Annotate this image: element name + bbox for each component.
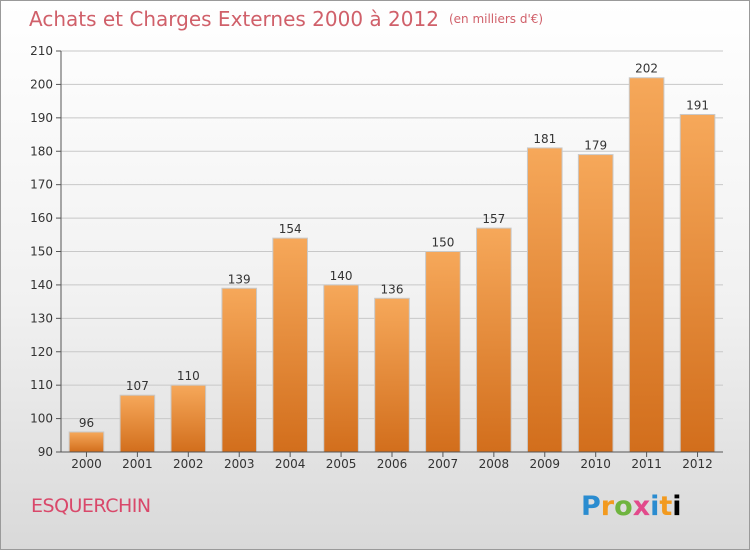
bar <box>323 284 359 453</box>
data-label: 181 <box>533 132 556 146</box>
logo-letter: i <box>650 491 660 522</box>
data-label: 157 <box>482 212 505 226</box>
logo-letter: i <box>672 491 682 522</box>
x-tick-label: 2002 <box>173 457 204 471</box>
chart-title: Achats et Charges Externes 2000 à 2012 (e… <box>29 7 543 31</box>
bar <box>272 237 308 453</box>
x-tick-label: 2003 <box>224 457 255 471</box>
logo-letter: t <box>659 491 673 522</box>
data-label: 179 <box>584 139 607 153</box>
y-tick-label: 110 <box>30 378 53 392</box>
logo-letter: o <box>614 491 633 522</box>
x-tick-label: 2008 <box>479 457 510 471</box>
bar <box>170 384 207 453</box>
logo-letter: P <box>581 491 601 522</box>
y-tick-label: 150 <box>30 245 53 259</box>
y-tick-label: 120 <box>30 345 53 359</box>
data-label: 191 <box>686 98 709 112</box>
chart-unit-label: (en milliers d'€) <box>448 12 544 26</box>
x-tick-label: 2005 <box>326 457 357 471</box>
bar <box>221 287 258 453</box>
commune-name: ESQUERCHIN <box>31 495 151 517</box>
x-tick-label: 2011 <box>631 457 662 471</box>
y-tick-label: 90 <box>38 445 53 459</box>
bar <box>526 147 563 453</box>
data-label: 202 <box>635 62 658 76</box>
data-labels: 96 107 110 139 154 140 136 150 157 181 179 202 191 <box>79 62 709 430</box>
data-label: 150 <box>431 236 454 250</box>
bar <box>119 394 156 453</box>
bars-group <box>68 77 716 453</box>
x-tick-label: 2010 <box>580 457 611 471</box>
data-label: 96 <box>79 416 94 430</box>
y-tick-label: 190 <box>30 111 53 125</box>
axes: 90 100 110 120 130 140 150 160 170 180 190 200 210 20… <box>30 44 723 471</box>
data-label: 154 <box>279 222 302 236</box>
y-tick-label: 200 <box>30 77 53 91</box>
data-label: 136 <box>381 282 404 296</box>
x-tick-label: 2000 <box>71 457 102 471</box>
x-tick-label: 2004 <box>275 457 306 471</box>
proxiti-logo[interactable]: Proxiti <box>581 491 682 522</box>
bar <box>628 77 665 453</box>
bar <box>476 227 512 453</box>
y-tick-label: 210 <box>30 44 53 58</box>
data-label: 107 <box>126 379 149 393</box>
y-tick-label: 180 <box>30 144 53 158</box>
logo-letter: r <box>600 491 615 522</box>
bar <box>679 113 716 453</box>
bar <box>577 154 614 453</box>
data-label: 139 <box>228 272 251 286</box>
data-label: 140 <box>330 269 353 283</box>
y-tick-label: 100 <box>30 412 53 426</box>
logo-letter: x <box>632 491 651 522</box>
bar <box>374 297 410 453</box>
x-tick-label: 2007 <box>428 457 459 471</box>
y-tick-label: 160 <box>30 211 53 225</box>
bar <box>425 251 461 453</box>
x-tick-label: 2012 <box>682 457 713 471</box>
x-tick-label: 2009 <box>529 457 560 471</box>
y-tick-label: 170 <box>30 178 53 192</box>
y-tick-label: 130 <box>30 311 53 325</box>
bar <box>68 431 105 453</box>
chart-title-text: Achats et Charges Externes 2000 à 2012 <box>29 7 439 31</box>
x-tick-label: 2006 <box>377 457 408 471</box>
y-tick-label: 140 <box>30 278 53 292</box>
data-label: 110 <box>177 369 200 383</box>
x-tick-label: 2001 <box>122 457 153 471</box>
